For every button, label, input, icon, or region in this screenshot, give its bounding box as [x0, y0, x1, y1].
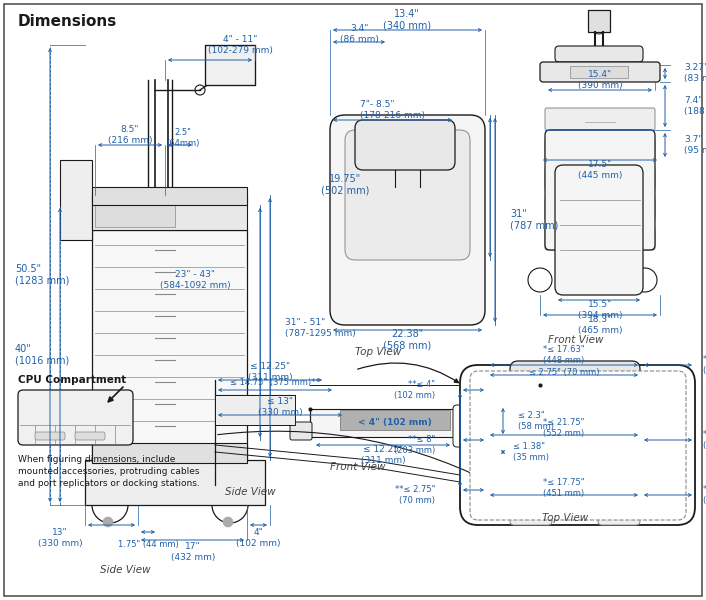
Text: **≤ 2.75"
(70 mm): **≤ 2.75" (70 mm)	[703, 355, 706, 374]
Bar	[560, 375, 590, 385]
Text: ≤ 2.75" (70 mm): ≤ 2.75" (70 mm)	[529, 367, 599, 377]
Circle shape	[103, 517, 113, 527]
Text: 3.27"
(83 mm): 3.27" (83 mm)	[684, 63, 706, 83]
Text: ≤ 12.25"
(311 mm): ≤ 12.25" (311 mm)	[248, 362, 292, 382]
FancyBboxPatch shape	[290, 422, 312, 440]
Text: 19.75"
(502 mm): 19.75" (502 mm)	[321, 174, 369, 196]
Bar	[570, 66, 628, 78]
Bar	[85, 460, 265, 505]
Text: When figuring dimensions, include: When figuring dimensions, include	[18, 455, 175, 464]
FancyBboxPatch shape	[545, 198, 655, 220]
Text: Front View: Front View	[330, 462, 385, 472]
FancyBboxPatch shape	[510, 511, 552, 525]
Bar	[310, 409, 540, 437]
FancyBboxPatch shape	[545, 108, 655, 130]
Bar	[92, 195, 247, 230]
FancyBboxPatch shape	[345, 130, 470, 260]
Text: 4"
(102 mm): 4" (102 mm)	[236, 528, 280, 548]
Text: Top View: Top View	[542, 513, 588, 523]
Bar	[92, 187, 247, 205]
Text: and port replicators or docking stations.: and port replicators or docking stations…	[18, 479, 200, 488]
Text: **≤ 4"
(102 mm): **≤ 4" (102 mm)	[394, 380, 435, 400]
Text: 4" - 11"
(102-279 mm): 4" - 11" (102-279 mm)	[208, 35, 273, 55]
Text: Side View: Side View	[100, 565, 150, 575]
Text: 3.4"
(86 mm): 3.4" (86 mm)	[340, 24, 378, 44]
Text: 50.5"
(1283 mm): 50.5" (1283 mm)	[15, 264, 69, 286]
Bar	[95, 199, 175, 227]
FancyBboxPatch shape	[355, 120, 455, 170]
FancyBboxPatch shape	[545, 168, 655, 190]
Text: ≤ 2.3"
(58 mm): ≤ 2.3" (58 mm)	[518, 412, 554, 431]
Text: 15.5"
(394 mm): 15.5" (394 mm)	[578, 300, 622, 320]
Bar	[340, 410, 450, 430]
Text: 13.4"
(340 mm): 13.4" (340 mm)	[383, 9, 431, 31]
FancyBboxPatch shape	[555, 165, 643, 295]
FancyBboxPatch shape	[545, 138, 655, 160]
Text: 40"
(1016 mm): 40" (1016 mm)	[15, 344, 69, 366]
Text: 17"
(432 mm): 17" (432 mm)	[171, 542, 215, 562]
FancyBboxPatch shape	[545, 228, 655, 250]
Bar	[215, 395, 295, 425]
Text: 2.5"
(64mm): 2.5" (64mm)	[167, 128, 200, 148]
FancyBboxPatch shape	[18, 390, 133, 445]
Text: Dimensions: Dimensions	[18, 14, 117, 29]
Text: **≤ 4.25"
(108 mm): **≤ 4.25" (108 mm)	[703, 485, 706, 505]
FancyBboxPatch shape	[510, 361, 640, 385]
FancyBboxPatch shape	[540, 62, 660, 82]
Text: 18.3"
(465 mm): 18.3" (465 mm)	[578, 316, 622, 335]
FancyBboxPatch shape	[545, 130, 655, 250]
Text: 17.5"
(445 mm): 17.5" (445 mm)	[578, 160, 622, 180]
FancyBboxPatch shape	[330, 115, 485, 325]
FancyBboxPatch shape	[75, 432, 105, 440]
Text: 22.38"
(568 mm): 22.38" (568 mm)	[383, 329, 431, 351]
Text: ≤ 13"
(330 mm): ≤ 13" (330 mm)	[258, 397, 302, 416]
Bar	[205, 45, 255, 85]
FancyBboxPatch shape	[460, 365, 695, 525]
Text: CPU Compartment: CPU Compartment	[18, 375, 126, 385]
Circle shape	[223, 517, 233, 527]
FancyBboxPatch shape	[555, 46, 643, 62]
Text: ≤ 1.38"
(35 mm): ≤ 1.38" (35 mm)	[513, 442, 549, 462]
Text: *≤ 17.75"
(451 mm): *≤ 17.75" (451 mm)	[543, 478, 585, 498]
Text: Front View: Front View	[548, 335, 604, 345]
Text: ≤ 12.25"
(311 mm): ≤ 12.25" (311 mm)	[361, 445, 405, 464]
Text: 13"
(330 mm): 13" (330 mm)	[37, 528, 83, 548]
FancyBboxPatch shape	[453, 405, 508, 447]
Text: 8.5"
(216 mm): 8.5" (216 mm)	[108, 125, 152, 145]
Text: 23" - 43"
(584-1092 mm): 23" - 43" (584-1092 mm)	[160, 270, 230, 290]
Text: Top View: Top View	[355, 347, 401, 357]
Text: ≤ 14.75" (375 mm)**: ≤ 14.75" (375 mm)**	[230, 377, 320, 386]
Text: 15.4"
(390 mm): 15.4" (390 mm)	[578, 70, 622, 89]
Text: 7.4"
(188 mm): 7.4" (188 mm)	[684, 96, 706, 116]
Text: 31"
(787 mm): 31" (787 mm)	[510, 209, 558, 231]
FancyBboxPatch shape	[470, 371, 686, 520]
Text: 1.75" (44 mm): 1.75" (44 mm)	[118, 541, 179, 550]
Text: 31" - 51"
(787-1295 mm): 31" - 51" (787-1295 mm)	[285, 318, 356, 338]
Text: *≤ 17.63"
(448 mm): *≤ 17.63" (448 mm)	[543, 346, 585, 365]
Circle shape	[401, 286, 413, 298]
Text: < 4" (102 mm): < 4" (102 mm)	[358, 418, 432, 427]
Text: **≤ 8"
(203 mm): **≤ 8" (203 mm)	[394, 436, 435, 455]
FancyBboxPatch shape	[598, 511, 640, 525]
Text: **≤ 7.75"
(197 mm): **≤ 7.75" (197 mm)	[703, 430, 706, 450]
FancyBboxPatch shape	[35, 432, 65, 440]
Text: mounted accessories, protruding cables: mounted accessories, protruding cables	[18, 467, 200, 476]
Text: Side View: Side View	[225, 487, 275, 497]
Text: **≤ 2.75"
(70 mm): **≤ 2.75" (70 mm)	[395, 485, 435, 505]
Bar	[60, 160, 92, 240]
Text: *≤ 21.75"
(552 mm): *≤ 21.75" (552 mm)	[544, 418, 585, 438]
Text: 3.7"
(95 mm): 3.7" (95 mm)	[684, 135, 706, 155]
Text: 7"- 8.5"
(178-216 mm): 7"- 8.5" (178-216 mm)	[360, 100, 425, 119]
Bar	[92, 443, 247, 463]
Bar	[92, 230, 247, 460]
Bar	[588, 10, 610, 32]
